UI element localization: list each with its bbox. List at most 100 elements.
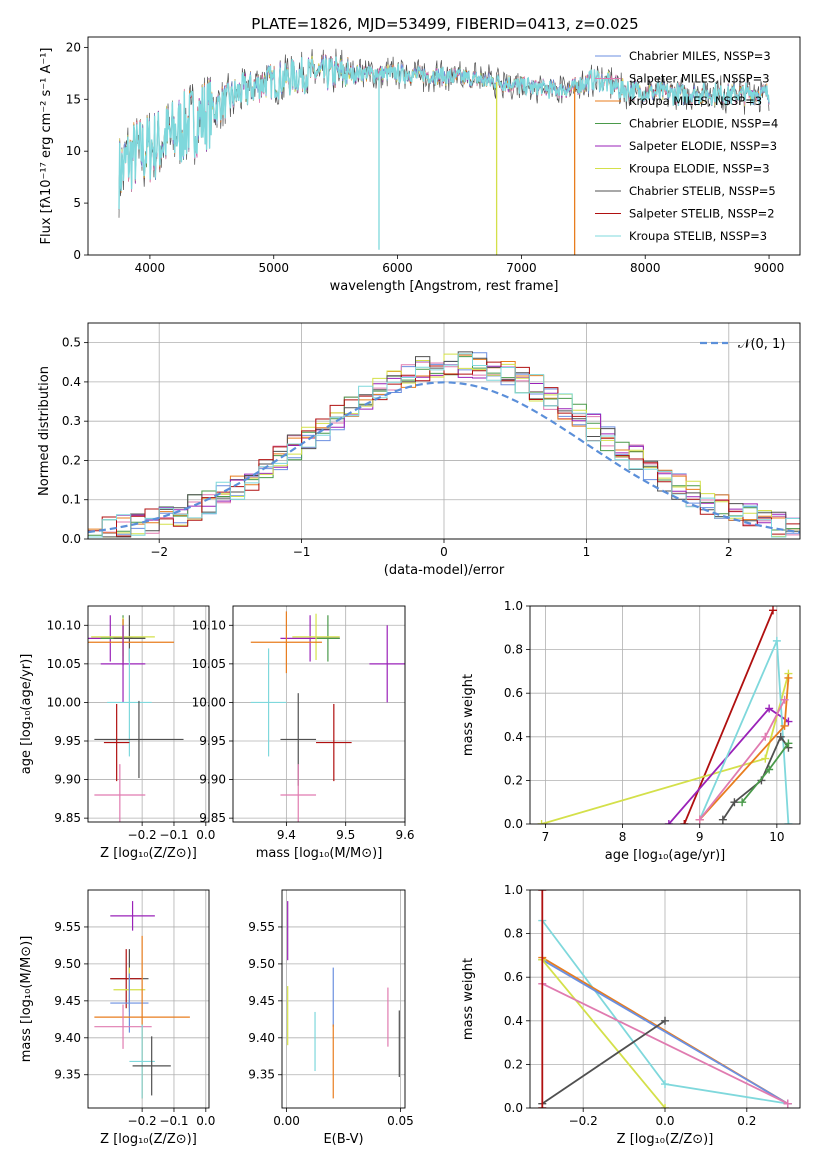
x-tick-label: 0.2 <box>737 1114 756 1128</box>
y-tick-label: 10.05 <box>192 657 226 671</box>
x-tick-label: 0 <box>440 545 448 559</box>
x-tick-label: 4000 <box>135 261 166 275</box>
x-axis-label: age [log₁₀(age/yr)] <box>605 848 726 863</box>
x-tick-label: 2 <box>725 545 733 559</box>
y-axis-label: Normed distribution <box>37 366 52 496</box>
mass-vs-metallicity-panel: −0.2 −0.1 0.0 9.35 9.40 9.45 9.50 9.55 Z [log₁₀(… <box>19 889 215 1147</box>
plot-area <box>88 615 184 822</box>
weight-vs-age-panel: 7 8 9 10 0.0 0.2 0.4 0.6 0.8 1.0 age [log₁₀(age/yr… <box>461 599 801 863</box>
y-tick-label: 0.1 <box>62 493 81 507</box>
y-tick-label: 9.95 <box>54 734 81 748</box>
axes-frame <box>281 889 406 1109</box>
y-tick-label: 10 <box>66 144 81 158</box>
x-tick-label: −1 <box>293 545 311 559</box>
x-axis-label: (data-model)/error <box>384 563 505 578</box>
weight-marker <box>661 1104 669 1108</box>
y-tick-label: 20 <box>66 40 81 54</box>
y-axis-label: Flux [fλ10⁻¹⁷ erg cm⁻² s⁻¹ A⁻¹] <box>39 48 54 245</box>
y-tick-label: 0.3 <box>62 414 81 428</box>
gaussian-reference-line <box>88 381 800 534</box>
weight-marker <box>780 695 789 704</box>
y-tick-label: 9.35 <box>248 1068 275 1082</box>
y-tick-label: 0 <box>73 248 81 262</box>
legend-entry: Salpeter MILES, NSSP=3 <box>629 72 770 86</box>
figure-title: PLATE=1826, MJD=53499, FIBERID=0413, z=0… <box>251 15 638 33</box>
plot-area <box>94 901 190 1099</box>
y-tick-label: 10.10 <box>192 618 226 632</box>
y-tick-label: 9.85 <box>199 811 226 825</box>
x-tick-label: 9 <box>696 830 704 844</box>
plot-area <box>118 48 770 255</box>
y-tick-label: 0.2 <box>62 453 81 467</box>
axes-frame <box>232 605 406 823</box>
x-tick-label: 1 <box>583 545 591 559</box>
weight-marker <box>538 890 547 894</box>
plot-area <box>88 351 800 539</box>
weight-marker <box>776 732 785 741</box>
weight-marker <box>769 606 777 615</box>
y-axis-label: mass [log₁₀(M/M⊙)] <box>19 936 34 1063</box>
x-tick-label: 0.05 <box>387 1114 414 1128</box>
y-tick-label: 9.40 <box>54 1031 81 1045</box>
spectrum-line-kroupa_stelib <box>118 56 770 210</box>
plot-area <box>250 611 405 822</box>
x-tick-label: 6000 <box>382 261 413 275</box>
x-tick-label: 7000 <box>506 261 537 275</box>
axes-frame <box>529 605 801 825</box>
weight-marker <box>772 636 781 645</box>
x-axis-label: Z [log₁₀(Z/Z⊙)] <box>100 1132 197 1147</box>
y-tick-label: 0.4 <box>62 375 81 389</box>
weight-marker <box>695 815 704 824</box>
x-tick-label: 8000 <box>630 261 661 275</box>
y-tick-label: 0.2 <box>504 773 523 787</box>
y-tick-label: 0.4 <box>504 730 523 744</box>
plot-area <box>537 606 793 824</box>
y-tick-label: 9.55 <box>54 920 81 934</box>
weight-marker <box>538 1104 547 1108</box>
weight-line-chabrier_stelib <box>541 1020 666 1105</box>
x-tick-label: −0.2 <box>569 1114 598 1128</box>
y-tick-label: 0.6 <box>504 686 523 700</box>
legend-entry: Chabrier MILES, NSSP=3 <box>629 49 771 63</box>
y-tick-label: 9.40 <box>248 1031 275 1045</box>
weight-marker <box>784 739 793 748</box>
y-tick-label: 9.50 <box>248 957 275 971</box>
grid <box>282 890 405 1108</box>
plot-area <box>538 890 792 1108</box>
x-axis-label: wavelength [Angstrom, rest frame] <box>330 279 559 294</box>
y-tick-label: 1.0 <box>504 883 523 897</box>
x-tick-label: 0.0 <box>196 1114 215 1128</box>
y-tick-label: 0.4 <box>504 1014 523 1028</box>
x-tick-label: 0.00 <box>273 1114 300 1128</box>
legend-entry: Chabrier ELODIE, NSSP=4 <box>629 117 778 131</box>
x-tick-label: 9.4 <box>277 828 296 842</box>
weight-marker <box>783 1099 792 1108</box>
y-tick-label: 10.00 <box>47 695 81 709</box>
weight-marker <box>780 721 789 730</box>
weight-marker <box>537 820 546 824</box>
x-tick-label: −0.2 <box>128 828 157 842</box>
y-tick-label: 1.0 <box>504 599 523 613</box>
y-tick-label: 9.95 <box>199 734 226 748</box>
age-vs-mass-panel: 9.4 9.5 9.6 9.85 9.90 9.95 10.00 10.05 10.10 mass… <box>192 605 415 861</box>
weight-marker <box>661 1080 669 1089</box>
y-tick-label: 15 <box>66 92 81 106</box>
y-tick-label: 10.00 <box>192 695 226 709</box>
y-tick-label: 9.35 <box>54 1068 81 1082</box>
residual-histogram-panel: −2 −1 0 1 2 0.0 0.1 0.2 0.3 0.4 0.5 (data-model)/er… <box>37 322 801 578</box>
x-tick-label: 9000 <box>754 261 785 275</box>
y-tick-label: 9.55 <box>248 920 275 934</box>
legend-entry: Kroupa MILES, NSSP=3 <box>629 94 762 108</box>
y-tick-label: 9.50 <box>54 957 81 971</box>
axes-frame <box>87 889 210 1109</box>
x-tick-label: −0.1 <box>159 828 188 842</box>
mass-vs-extinction-panel: 0.00 0.05 9.35 9.40 9.45 9.50 9.55 E(B-V) <box>248 889 414 1147</box>
x-tick-label: 5000 <box>258 261 289 275</box>
x-tick-label: 0.0 <box>196 828 215 842</box>
y-tick-label: 9.85 <box>54 811 81 825</box>
weight-marker <box>765 765 774 774</box>
y-tick-label: 9.90 <box>199 773 226 787</box>
x-tick-label: 10 <box>769 830 784 844</box>
y-tick-label: 0.0 <box>62 532 81 546</box>
